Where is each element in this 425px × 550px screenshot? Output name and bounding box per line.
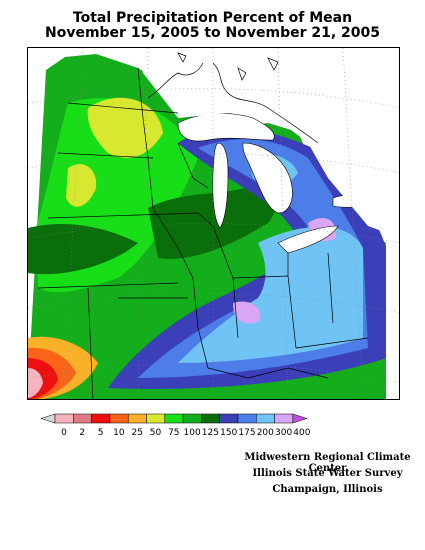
lake-huron bbox=[242, 142, 293, 214]
no-data-canada bbox=[138, 48, 399, 238]
legend-label: 200 bbox=[257, 428, 274, 438]
legend-label: 150 bbox=[220, 428, 237, 438]
legend-label: 10 bbox=[113, 428, 125, 438]
legend-swatch bbox=[237, 413, 257, 424]
legend-swatch bbox=[146, 413, 166, 424]
map-title-line-1: Total Precipitation Percent of Mean bbox=[72, 10, 353, 26]
legend-label: 25 bbox=[131, 428, 142, 438]
legend-label: 125 bbox=[202, 428, 219, 438]
legend-label: 175 bbox=[238, 428, 255, 438]
state-boundaries bbox=[37, 67, 369, 399]
precipitation-map bbox=[27, 47, 400, 400]
legend-label: 2 bbox=[79, 428, 85, 438]
legend-swatch bbox=[274, 413, 294, 424]
credit-line-1: Midwestern Regional Climate Center bbox=[244, 452, 411, 474]
legend-arrow-low bbox=[40, 413, 56, 424]
legend-swatch bbox=[73, 413, 92, 424]
precip-zone-75-west bbox=[66, 164, 97, 207]
precip-zone-150-central bbox=[148, 178, 279, 259]
lake-superior bbox=[177, 113, 275, 142]
legend-swatch bbox=[256, 413, 275, 424]
legend-swatch bbox=[91, 413, 111, 424]
legend-swatch bbox=[201, 413, 220, 424]
legend-swatch bbox=[164, 413, 184, 424]
legend-swatch bbox=[219, 413, 239, 424]
legend-label: 75 bbox=[168, 428, 179, 438]
legend-swatch bbox=[127, 413, 147, 424]
lake-michigan bbox=[212, 142, 229, 229]
precip-zone-150-west bbox=[28, 223, 138, 275]
legend-label: 50 bbox=[150, 428, 162, 438]
precip-zone-300 bbox=[178, 153, 363, 363]
no-data-west bbox=[28, 48, 73, 108]
map-title-line-2: November 15, 2005 to November 21, 2005 bbox=[44, 25, 380, 41]
legend-swatch bbox=[109, 413, 129, 424]
precip-zone-400-south bbox=[233, 301, 261, 324]
legend-label: 5 bbox=[98, 428, 104, 438]
lake-erie bbox=[277, 225, 339, 254]
legend-swatch bbox=[54, 413, 74, 424]
legend-label: 0 bbox=[61, 428, 67, 438]
legend-label: 300 bbox=[275, 428, 292, 438]
credit-line-3: Champaign, Illinois bbox=[272, 484, 383, 495]
precip-zone-2 bbox=[28, 368, 43, 398]
legend-label: 100 bbox=[184, 428, 201, 438]
legend-swatch bbox=[182, 413, 202, 424]
precip-zone-75-north bbox=[87, 97, 163, 158]
canada-coastlines bbox=[147, 52, 319, 144]
legend-label: 400 bbox=[293, 428, 310, 438]
credit-line-2: Illinois State Water Survey bbox=[252, 468, 403, 479]
color-legend: 0 2 5 10 25 50 75 100 125 150 175 200 300 400 bbox=[40, 413, 311, 438]
graticule bbox=[28, 48, 399, 399]
legend-arrow-high bbox=[292, 413, 308, 424]
